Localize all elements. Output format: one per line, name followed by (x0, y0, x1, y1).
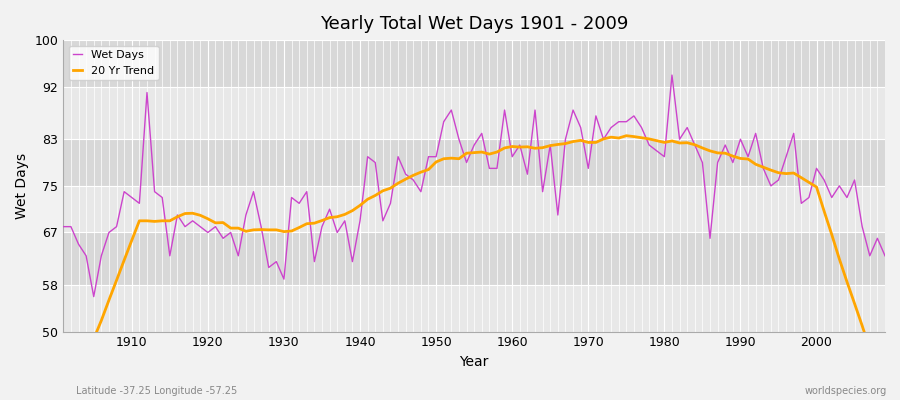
Line: 20 Yr Trend: 20 Yr Trend (63, 136, 885, 400)
Bar (63, 40, 885, 87)
Bar (63, 285, 885, 332)
20 Yr Trend (119, 258, 130, 262)
Wet Days (339, 218, 350, 223)
Wet Days (293, 201, 304, 206)
Wet Days (667, 73, 678, 78)
Y-axis label: Wet Days: Wet Days (15, 153, 29, 219)
Bar (63, 232, 885, 285)
20 Yr Trend (507, 144, 517, 149)
20 Yr Trend (879, 392, 890, 397)
Wet Days (507, 154, 517, 159)
20 Yr Trend (621, 133, 632, 138)
Title: Yearly Total Wet Days 1901 - 2009: Yearly Total Wet Days 1901 - 2009 (320, 15, 628, 33)
20 Yr Trend (500, 146, 510, 150)
Wet Days (126, 195, 137, 200)
Wet Days (88, 294, 99, 299)
Wet Days (879, 254, 890, 258)
Wet Days (606, 125, 616, 130)
20 Yr Trend (598, 136, 609, 141)
Bar (63, 186, 885, 232)
20 Yr Trend (332, 214, 343, 219)
Wet Days (515, 143, 526, 148)
Legend: Wet Days, 20 Yr Trend: Wet Days, 20 Yr Trend (68, 46, 158, 80)
Wet Days (58, 224, 68, 229)
Bar (63, 139, 885, 186)
X-axis label: Year: Year (460, 355, 489, 369)
Text: worldspecies.org: worldspecies.org (805, 386, 886, 396)
Text: Latitude -37.25 Longitude -57.25: Latitude -37.25 Longitude -57.25 (76, 386, 238, 396)
Bar (63, 87, 885, 139)
20 Yr Trend (286, 229, 297, 234)
Line: Wet Days: Wet Days (63, 75, 885, 297)
